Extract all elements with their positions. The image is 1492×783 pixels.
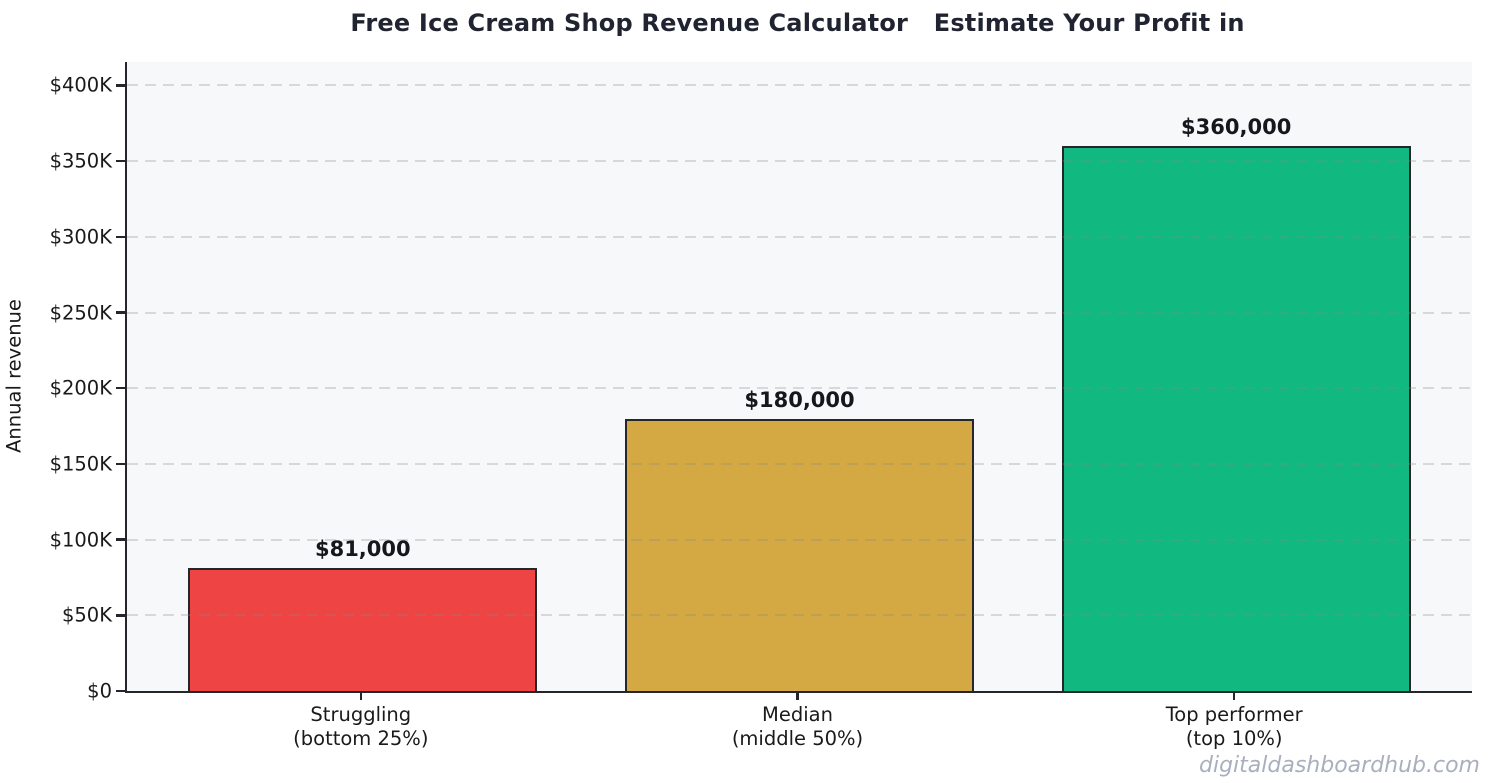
bar-value-label: $360,000 [1181, 115, 1292, 140]
bar-value-label: $180,000 [744, 387, 855, 412]
y-tick-label: $250K [49, 301, 112, 325]
y-tick-mark [115, 84, 125, 87]
y-tick-mark [115, 462, 125, 466]
y-tick-label: $100K [49, 528, 112, 552]
bar-median [624, 418, 975, 691]
y-tick-label: $300K [49, 225, 112, 249]
x-tick-mark [796, 691, 799, 700]
y-tick-mark [115, 159, 125, 163]
y-tick-mark [115, 689, 125, 693]
y-tick-label: $200K [49, 376, 112, 400]
x-tick-label: Struggling (bottom 25%) [293, 703, 429, 750]
gridline-200K [127, 387, 1472, 390]
plot-area: $81,000 $180,000 $360,000 [115, 62, 1472, 693]
watermark: digitaldashboardhub.com [1199, 753, 1480, 778]
x-tick-label: Top performer (top 10%) [1165, 703, 1303, 750]
y-tick-mark [115, 311, 125, 314]
y-tick-mark [115, 386, 125, 390]
gridline-400K [127, 84, 1472, 87]
bar-value-label: $81,000 [314, 537, 411, 562]
y-tick-mark [115, 538, 125, 541]
y-tick-label: $150K [49, 452, 112, 476]
gridline-150K [127, 462, 1472, 465]
gridline-250K [127, 311, 1472, 314]
x-tick-mark [359, 691, 363, 700]
y-tick-mark [115, 614, 125, 617]
bar-top-performer [1061, 146, 1411, 691]
y-tick-mark [115, 235, 125, 239]
bar-struggling [188, 568, 538, 691]
chart-title: Free Ice Cream Shop Revenue Calculator E… [350, 9, 1245, 37]
y-tick-label: $50K [61, 603, 112, 627]
y-axis-label: Annual revenue [2, 299, 26, 453]
x-tick-mark [1232, 691, 1236, 700]
x-tick-label: Median (middle 50%) [731, 703, 864, 750]
y-tick-label: $0 [87, 679, 112, 703]
gridline-350K [127, 160, 1472, 163]
y-tick-label: $400K [49, 73, 112, 97]
gridline-300K [127, 235, 1472, 238]
gridline-100K [127, 538, 1472, 541]
gridline-50K [127, 614, 1472, 617]
y-tick-label: $350K [49, 149, 112, 173]
